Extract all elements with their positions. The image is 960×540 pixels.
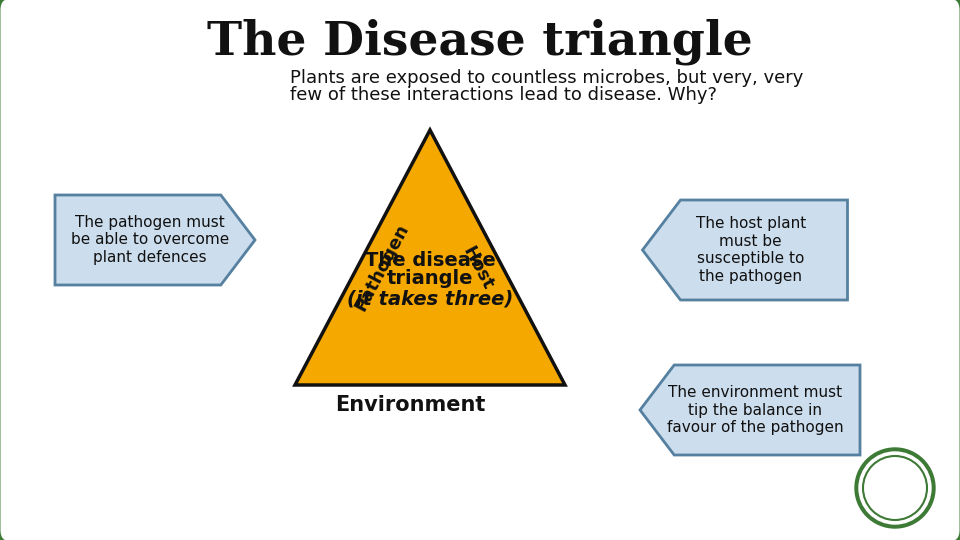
Polygon shape — [55, 195, 255, 285]
Text: Host: Host — [459, 243, 497, 293]
Text: few of these interactions lead to disease. Why?: few of these interactions lead to diseas… — [290, 86, 717, 104]
Text: Plants are exposed to countless microbes, but very, very: Plants are exposed to countless microbes… — [290, 69, 804, 87]
Polygon shape — [640, 365, 860, 455]
Circle shape — [855, 448, 935, 528]
Text: (it takes three): (it takes three) — [347, 289, 514, 308]
Text: Environment: Environment — [335, 395, 485, 415]
Text: triangle: triangle — [387, 269, 473, 288]
Text: The pathogen must
be able to overcome
plant defences: The pathogen must be able to overcome pl… — [71, 215, 229, 265]
Text: Pathogen: Pathogen — [351, 221, 413, 314]
Text: The host plant
must be
susceptible to
the pathogen: The host plant must be susceptible to th… — [696, 217, 805, 284]
Text: The environment must
tip the balance in
favour of the pathogen: The environment must tip the balance in … — [667, 385, 844, 435]
Text: BSPP: BSPP — [881, 494, 908, 503]
Text: The disease: The disease — [365, 252, 495, 271]
Text: The Disease triangle: The Disease triangle — [207, 19, 753, 65]
Circle shape — [859, 452, 931, 524]
Polygon shape — [642, 200, 848, 300]
Polygon shape — [295, 130, 565, 385]
